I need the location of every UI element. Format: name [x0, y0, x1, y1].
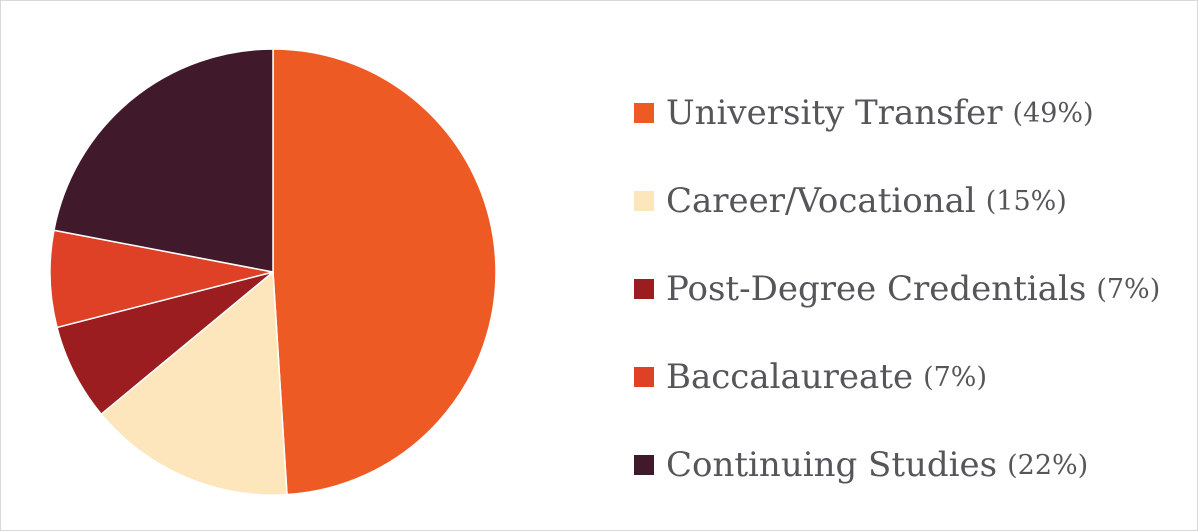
pie-slice-career-vocational — [100, 271, 288, 496]
legend-swatch — [634, 279, 654, 299]
pie-slice-continuing-studies — [53, 48, 274, 273]
legend-percent: (22%) — [1007, 449, 1089, 481]
legend-swatch — [634, 103, 654, 123]
pie-slice-university-transfer — [272, 48, 497, 496]
legend-swatch — [634, 191, 654, 211]
legend-label: University Transfer — [666, 93, 1003, 133]
legend-swatch — [634, 367, 654, 387]
legend-item-baccalaureate: Baccalaureate (7%) — [634, 333, 1160, 421]
legend-percent: (49%) — [1012, 97, 1094, 129]
legend-label: Continuing Studies — [666, 445, 998, 485]
chart-legend: University Transfer (49%) Career/Vocatio… — [634, 69, 1160, 509]
pie-chart — [49, 48, 497, 496]
legend-label: Post-Degree Credentials — [666, 269, 1087, 309]
legend-percent: (7%) — [1096, 273, 1161, 305]
legend-item-university-transfer: University Transfer (49%) — [634, 69, 1160, 157]
legend-swatch — [634, 455, 654, 475]
legend-item-continuing-studies: Continuing Studies (22%) — [634, 421, 1160, 509]
legend-label: Career/Vocational — [666, 181, 976, 221]
legend-percent: (15%) — [985, 185, 1067, 217]
legend-item-post-degree-credentials: Post-Degree Credentials (7%) — [634, 245, 1160, 333]
legend-percent: (7%) — [923, 361, 987, 393]
legend-label: Baccalaureate — [666, 357, 914, 397]
legend-item-career-vocational: Career/Vocational (15%) — [634, 157, 1160, 245]
